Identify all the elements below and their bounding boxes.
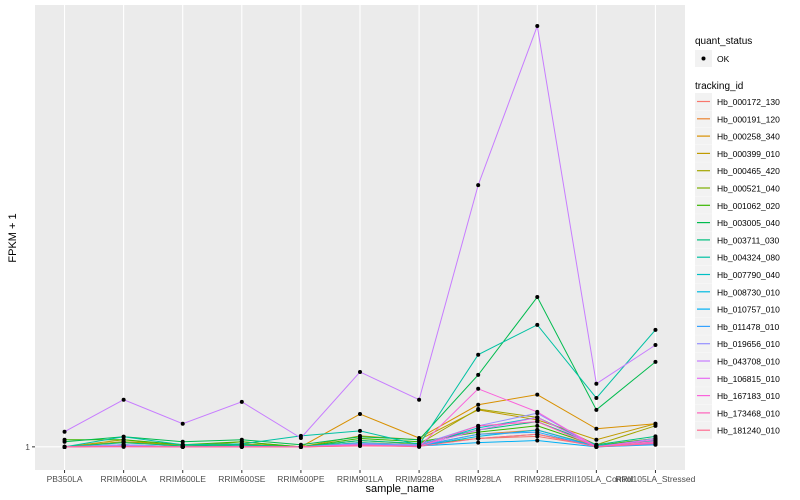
data-point xyxy=(239,437,244,442)
legend-label: Hb_106815_010 xyxy=(717,374,780,384)
data-point xyxy=(417,444,422,449)
data-point xyxy=(535,423,540,428)
legend-label: Hb_000258_340 xyxy=(717,132,780,142)
data-point xyxy=(62,439,67,444)
data-point xyxy=(594,381,599,386)
data-point xyxy=(62,444,67,449)
data-point xyxy=(653,327,658,332)
x-tick-label: RRIM600LA xyxy=(100,474,147,484)
legend-label: OK xyxy=(717,54,730,64)
x-tick-label: RRIM928BA xyxy=(395,474,443,484)
data-point xyxy=(476,428,481,433)
data-point xyxy=(476,436,481,441)
x-tick-label: RRIM928LA xyxy=(455,474,502,484)
data-point xyxy=(535,415,540,420)
data-point xyxy=(358,434,362,439)
data-point xyxy=(476,352,481,357)
data-point xyxy=(180,439,185,444)
data-point xyxy=(594,444,599,449)
data-point xyxy=(476,402,481,407)
legend-title-tracking-id: tracking_id xyxy=(695,81,743,92)
data-point xyxy=(180,444,185,449)
legend-label: Hb_019656_010 xyxy=(717,339,780,349)
x-tick-label: RRII105LA_Control xyxy=(560,474,634,484)
data-point xyxy=(535,432,540,437)
data-point xyxy=(476,372,481,377)
x-tick-label: RRII105LA_Stressed xyxy=(616,474,696,484)
data-point xyxy=(653,441,658,446)
legend-label: Hb_001062_020 xyxy=(717,201,780,211)
legend-label: Hb_173468_010 xyxy=(717,408,780,418)
data-point xyxy=(653,359,658,364)
legend-label: Hb_007790_040 xyxy=(717,270,780,280)
data-point xyxy=(476,440,481,445)
legend-label: Hb_004324_080 xyxy=(717,253,780,263)
data-point xyxy=(358,428,362,433)
data-point xyxy=(535,392,540,397)
data-point xyxy=(535,322,540,327)
data-point xyxy=(653,423,658,428)
data-point xyxy=(476,406,481,411)
data-point xyxy=(121,437,126,442)
x-tick-label: RRIM901LA xyxy=(337,474,384,484)
data-point xyxy=(476,423,481,428)
data-point xyxy=(535,438,540,443)
data-point xyxy=(417,437,422,442)
legend-label: Hb_010757_010 xyxy=(717,305,780,315)
data-point xyxy=(594,396,599,401)
data-point xyxy=(594,426,599,431)
legend-label: Hb_181240_010 xyxy=(717,426,780,436)
data-point xyxy=(476,183,481,188)
data-point xyxy=(417,397,422,402)
x-tick-label: RRIM600LE xyxy=(160,474,207,484)
legend-label: Hb_000465_420 xyxy=(717,166,780,176)
data-point xyxy=(358,369,362,374)
legend-label: Hb_000399_010 xyxy=(717,149,780,159)
legend-label: Hb_000191_120 xyxy=(717,114,780,124)
legend-label: Hb_011478_010 xyxy=(717,322,780,332)
data-point xyxy=(358,444,362,449)
data-point xyxy=(594,407,599,412)
data-point xyxy=(653,343,658,348)
legend-label: Hb_003711_030 xyxy=(717,235,780,245)
data-point xyxy=(239,444,244,449)
legend-label: Hb_043708_010 xyxy=(717,357,780,367)
legend-label: Hb_008730_010 xyxy=(717,287,780,297)
data-point xyxy=(180,421,185,426)
data-point xyxy=(62,429,67,434)
data-point xyxy=(594,437,599,442)
data-point xyxy=(121,397,126,402)
data-point xyxy=(298,444,303,449)
legend-label: Hb_003005_040 xyxy=(717,218,780,228)
x-tick-label: RRIM600SE xyxy=(218,474,266,484)
legend-title-quant-status: quant_status xyxy=(695,36,752,47)
data-point xyxy=(476,432,481,437)
x-axis-label: sample_name xyxy=(365,483,434,495)
x-tick-label: PB350LA xyxy=(47,474,83,484)
data-point xyxy=(121,434,126,439)
data-point xyxy=(121,444,126,449)
x-tick-label: RRIM600PE xyxy=(277,474,325,484)
y-axis-label: FPKM + 1 xyxy=(7,213,19,262)
legend-point-icon xyxy=(701,56,706,61)
legend-label: Hb_000172_130 xyxy=(717,97,780,107)
data-point xyxy=(298,436,303,441)
data-point xyxy=(535,24,540,29)
data-point xyxy=(535,295,540,300)
y-tick-label: 1 xyxy=(25,442,30,452)
data-point xyxy=(535,419,540,424)
data-point xyxy=(239,399,244,404)
data-point xyxy=(358,412,362,417)
legend-label: Hb_000521_040 xyxy=(717,184,780,194)
data-point xyxy=(476,386,481,391)
x-tick-label: RRIM928LE xyxy=(514,474,561,484)
data-point xyxy=(535,409,540,414)
legend-label: Hb_167183_010 xyxy=(717,391,780,401)
